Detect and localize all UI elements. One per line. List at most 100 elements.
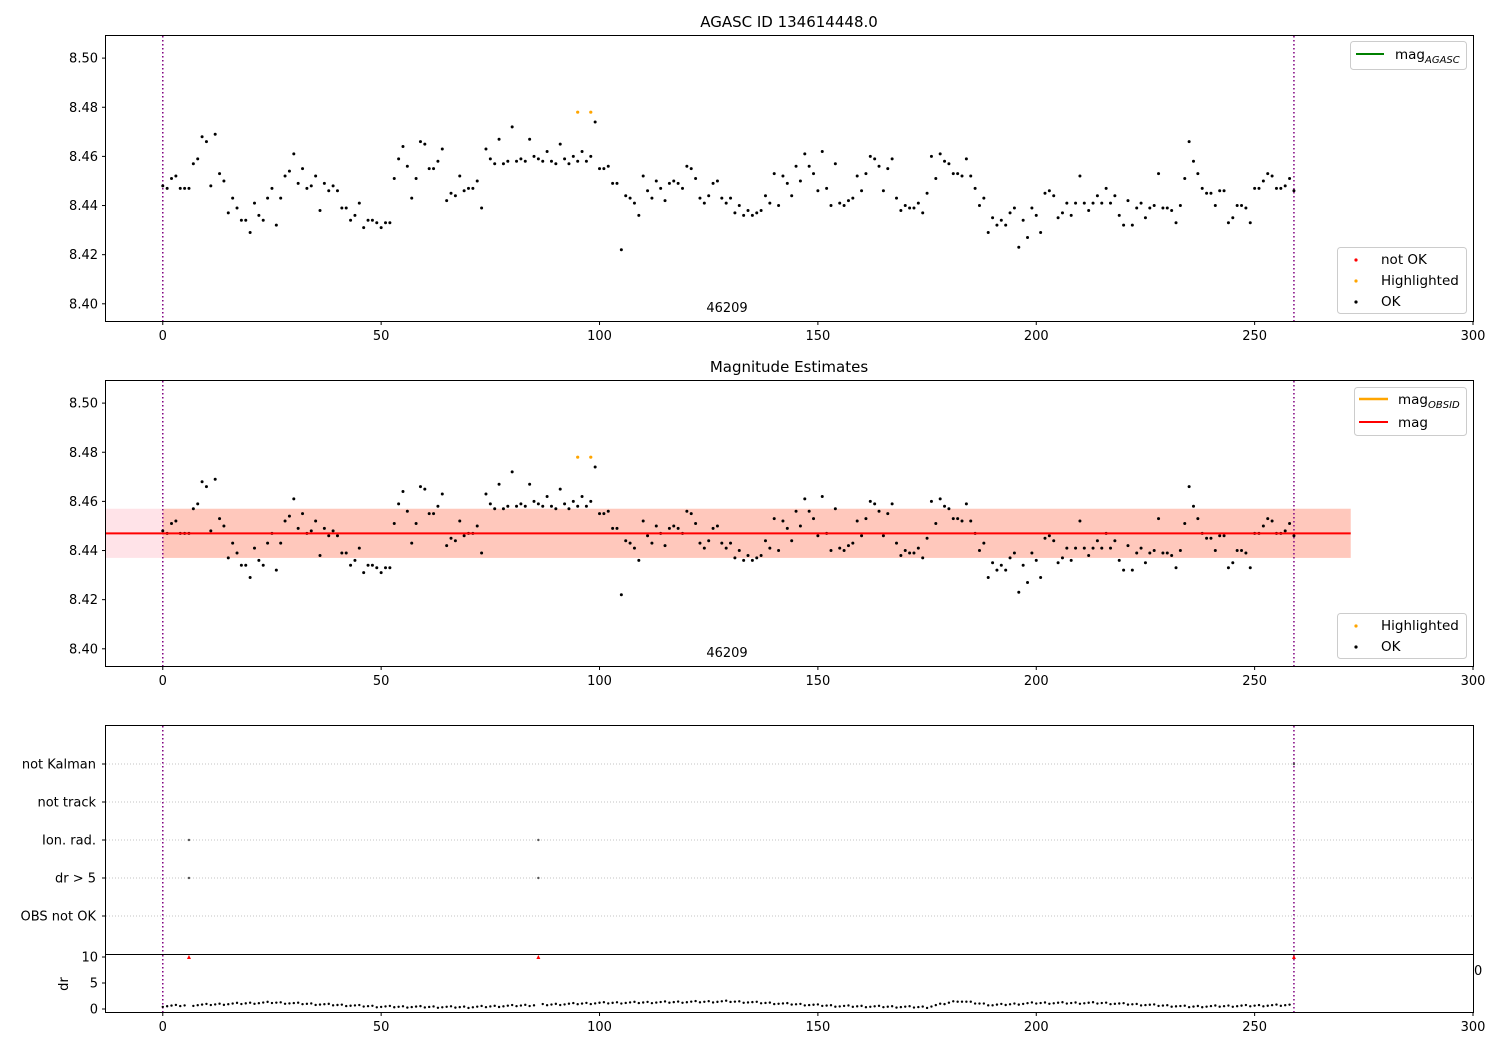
dr-point [410,1005,413,1009]
dr-point [275,1001,278,1004]
ok-point [685,164,689,168]
ok-point [781,519,785,523]
ok-point [829,204,833,208]
dr-x-ticks: 0 50 100 150 200 250 300 [159,1012,1485,1035]
flags-axes [105,725,1474,955]
dr-point [296,1001,300,1004]
ok-point [183,186,187,190]
y-tick-label: 8.46 [69,150,98,165]
dr-point [663,1000,667,1003]
dr-point [1170,1005,1173,1008]
ok-point [1065,546,1069,550]
dr-point [1262,1005,1265,1008]
dr-point [227,1003,230,1006]
dr-point [545,1004,549,1007]
ok-point [1213,549,1217,553]
highlighted-point [589,455,593,459]
ok-point [222,179,226,183]
dr-y-ticks: 0 5 10 [81,951,106,1018]
dr-obs-boundaries [162,955,1295,1012]
ok-point [519,502,523,506]
ok-point [825,186,829,190]
ok-point [279,196,283,200]
ok-point [593,120,597,124]
ok-point [1056,216,1060,220]
dr-point [1000,1002,1003,1006]
ok-point [899,553,903,557]
middle-points [161,455,1296,597]
ok-point [846,199,850,203]
ok-point [1117,558,1121,562]
ok-point [510,125,514,129]
legend-agasc-label: magAGASC [1395,47,1460,66]
ok-point [829,549,833,553]
y-tick-label: 8.50 [69,397,98,412]
ok-point [938,152,942,156]
ok-point [956,172,960,176]
flags-panel: not Kalman not track Ion. rad. dr > 5 OBS no… [21,725,1474,955]
dr-clipped-marker [536,955,541,959]
ok-point [737,549,741,553]
dr-point [602,1000,606,1004]
ok-point [860,534,864,538]
ok-point [663,544,667,548]
ok-point [584,504,588,508]
dr-point [917,1005,920,1009]
ok-point [1261,179,1265,183]
legend-box [1350,41,1467,70]
ok-point [698,541,702,545]
ok-point [301,512,305,516]
ok-point [1091,546,1095,550]
ok-point [488,157,492,161]
ok-point [1047,534,1051,538]
ok-point [493,507,497,511]
ok-point [785,526,789,530]
ok-point [860,189,864,193]
ok-point [1152,204,1156,208]
ok-point [458,519,462,523]
ok-point [742,558,746,562]
middle-obs-boundaries [162,381,1295,666]
ok-point [628,196,632,200]
dr-point [563,1003,566,1006]
flag-point [537,876,540,880]
dr-point [650,1001,654,1005]
ok-point [768,546,772,550]
ok-point [349,218,353,222]
ok-point [191,507,195,511]
ok-point [838,546,842,550]
ok-point [846,544,850,548]
ok-point [318,208,322,212]
ok-point [615,181,619,185]
ok-point [615,526,619,530]
dr-point [301,1002,304,1006]
dr-point [441,1006,444,1009]
ok-point [694,177,698,180]
dr-point [703,1000,706,1003]
dr-point [567,1002,571,1005]
ok-point [1021,563,1025,567]
dr-point [742,1001,745,1005]
dr-point [711,1001,715,1004]
ok-point [1100,201,1104,205]
dr-point [292,1001,295,1005]
ok-point [266,196,270,200]
dr-point [253,1002,256,1006]
dr-point [1113,1002,1117,1006]
ok-point [908,206,912,210]
ok-point [720,196,724,200]
ok-point [1205,536,1209,540]
dr-point [1131,1003,1134,1006]
dr-point [1205,1005,1208,1008]
ok-point [580,149,584,153]
ok-point [366,218,370,222]
dr-point [1087,1001,1090,1004]
dr-point [1100,1001,1103,1005]
middle-y-ticks: 8.40 8.42 8.44 8.46 8.48 8.50 [69,397,106,657]
dr-point [1118,1002,1121,1005]
dr-point [1008,1003,1012,1006]
ok-point [1039,231,1043,235]
ok-point [388,221,392,225]
ok-point [1157,517,1161,521]
ok-point [1183,522,1187,525]
